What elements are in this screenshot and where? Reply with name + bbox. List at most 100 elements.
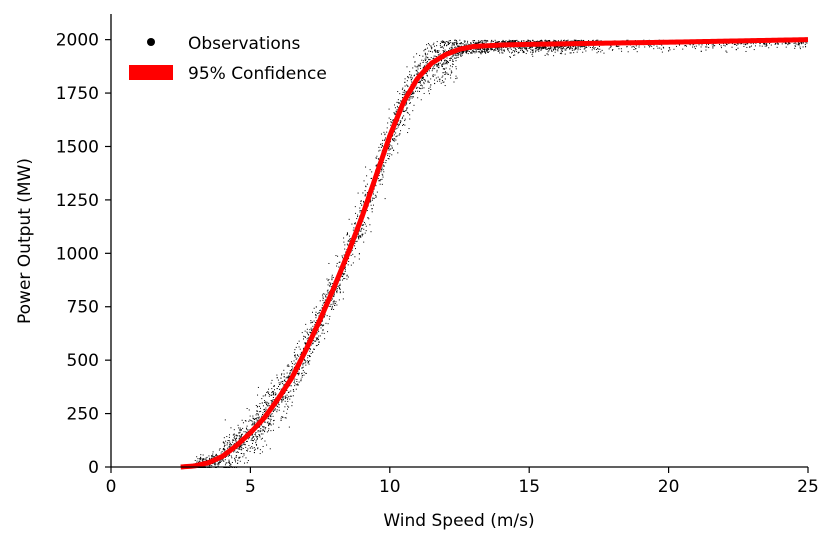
observation-point: [280, 398, 282, 400]
observation-point: [434, 49, 436, 51]
observation-point: [422, 76, 424, 78]
observation-point: [531, 46, 533, 48]
observation-point: [240, 444, 242, 446]
observation-point: [278, 409, 280, 411]
observation-point: [428, 59, 430, 61]
observation-point: [302, 363, 304, 365]
observation-point: [451, 71, 453, 73]
observation-point: [388, 148, 390, 150]
observation-point: [218, 449, 220, 451]
observation-point: [310, 353, 312, 355]
observation-point: [410, 96, 412, 98]
observation-point: [284, 406, 286, 408]
observation-point: [344, 248, 346, 250]
observation-point: [257, 413, 259, 415]
observation-point: [252, 434, 254, 436]
observation-point: [368, 218, 370, 220]
observation-point: [436, 80, 438, 82]
observation-point: [550, 46, 552, 48]
observation-point: [301, 375, 303, 377]
observation-point: [295, 358, 297, 360]
confidence-band: [180, 37, 809, 470]
observation-point: [251, 437, 253, 439]
observation-point: [540, 46, 542, 48]
observation-point: [237, 448, 239, 450]
observation-point: [740, 43, 742, 45]
observation-point: [705, 49, 707, 51]
observation-point: [245, 427, 247, 429]
observation-point: [239, 445, 241, 447]
observation-point: [549, 48, 551, 50]
observation-point: [407, 86, 409, 88]
observation-point: [785, 43, 787, 45]
observation-point: [256, 438, 258, 440]
observation-point: [285, 377, 287, 379]
observation-point: [297, 374, 299, 376]
observation-point: [433, 42, 435, 44]
observation-point: [561, 53, 563, 55]
observation-point: [438, 78, 440, 80]
observation-point: [543, 47, 545, 49]
observation-point: [259, 436, 261, 438]
observation-point: [474, 43, 476, 45]
observation-point: [273, 385, 275, 387]
observation-point: [495, 49, 497, 51]
observation-point: [477, 40, 479, 42]
observation-point: [395, 110, 397, 112]
observation-point: [305, 343, 307, 345]
observation-point: [399, 133, 401, 135]
observation-point: [578, 40, 580, 42]
observation-point: [281, 400, 283, 402]
observation-point: [592, 47, 594, 49]
observation-point: [331, 305, 333, 307]
observation-point: [451, 46, 453, 48]
observation-point: [498, 41, 500, 43]
observation-point: [407, 99, 409, 101]
observation-point: [432, 44, 434, 46]
observation-point: [527, 39, 529, 41]
observation-point: [360, 229, 362, 231]
observation-point: [330, 303, 332, 305]
observation-point: [255, 440, 257, 442]
observation-point: [369, 169, 371, 171]
observation-point: [766, 45, 768, 47]
observation-point: [559, 46, 561, 48]
observation-point: [503, 50, 505, 52]
observation-point: [563, 48, 565, 50]
observation-point: [478, 57, 480, 59]
observation-point: [266, 444, 268, 446]
observation-point: [457, 56, 459, 58]
observation-point: [735, 49, 737, 51]
observation-point: [507, 48, 509, 50]
observation-point: [314, 321, 316, 323]
observation-point: [232, 439, 234, 441]
observation-point: [247, 429, 249, 431]
observation-point: [399, 122, 401, 124]
observation-point: [393, 134, 395, 136]
observation-point: [389, 144, 391, 146]
observation-point: [565, 48, 567, 50]
y-tick-label: 2000: [56, 31, 99, 51]
observation-point: [338, 286, 340, 288]
observation-point: [289, 373, 291, 375]
observation-point: [805, 42, 807, 44]
observation-point: [390, 124, 392, 126]
observation-point: [397, 126, 399, 128]
observation-point: [267, 405, 269, 407]
observation-point: [409, 97, 411, 99]
observation-point: [240, 446, 242, 448]
observation-point: [449, 59, 451, 61]
observation-point: [536, 47, 538, 49]
observation-point: [318, 341, 320, 343]
observation-point: [286, 365, 288, 367]
observation-point: [426, 74, 428, 76]
observation-point: [271, 413, 273, 415]
observation-point: [434, 64, 436, 66]
observation-point: [437, 76, 439, 78]
observation-point: [282, 381, 284, 383]
observation-point: [538, 48, 540, 50]
observation-point: [194, 459, 196, 461]
observation-point: [443, 58, 445, 60]
observation-point: [298, 346, 300, 348]
observation-point: [451, 56, 453, 58]
